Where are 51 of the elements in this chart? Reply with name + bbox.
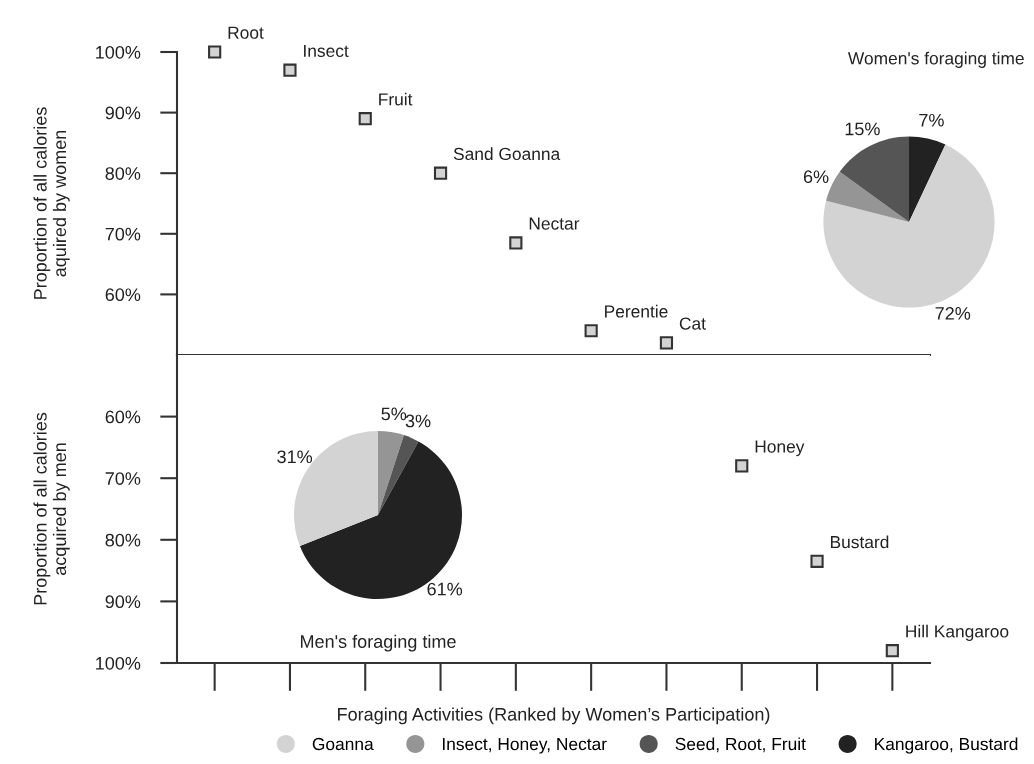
point — [810, 554, 824, 568]
y-tick-label: 100% — [96, 45, 141, 59]
data-label: 61% — [427, 582, 463, 596]
y-tick-label: 70% — [105, 227, 141, 241]
pie-slice — [378, 431, 404, 515]
data-label: 5% — [381, 407, 407, 421]
legend-label: Kangaroo, Bustard — [875, 737, 1018, 754]
pie-slice — [839, 136, 909, 222]
text: Men's foraging time — [300, 634, 456, 652]
data-label: 15% — [845, 122, 880, 136]
y-tick-label: 100% — [96, 656, 141, 670]
y-tick-label: 80% — [105, 167, 141, 180]
data-label: 3% — [405, 414, 431, 428]
point — [659, 336, 674, 350]
data-label: Sand Goanna — [453, 147, 561, 161]
data-label: 31% — [277, 450, 313, 464]
point — [283, 63, 297, 77]
data-label: 7% — [919, 113, 944, 127]
y-tick-label: 60% — [105, 410, 141, 424]
chart-title: Women's foraging time — [847, 51, 1024, 68]
data-label: 72% — [935, 307, 971, 320]
data-label: Root — [228, 26, 264, 39]
data-label: Cat — [679, 317, 706, 330]
data-label: Hill Kangaroo — [906, 624, 1009, 641]
point — [735, 459, 749, 473]
y-axis-title: Proportion of all calories acquired by men — [33, 412, 70, 605]
legend-label: Seed, Root, Fruit — [675, 737, 806, 753]
y-tick-label: 90% — [105, 595, 141, 609]
data-label: Perentie — [605, 304, 668, 318]
y-tick-label: 80% — [105, 533, 141, 547]
y-tick-label: 60% — [105, 288, 141, 302]
y-tick-label: 70% — [105, 472, 141, 485]
data-label: Nectar — [529, 217, 580, 230]
data-label: Bustard — [830, 535, 889, 549]
data-label: Insect — [304, 44, 349, 58]
data-label: Fruit — [379, 92, 413, 106]
point — [433, 166, 448, 180]
y-axis-title: Proportion of all calories aquired by women — [33, 107, 70, 299]
point — [509, 236, 523, 250]
data-label: Honey — [755, 440, 805, 457]
data-label: 6% — [803, 170, 829, 184]
pie-slice — [378, 435, 419, 515]
legend-label: Goanna — [312, 737, 374, 751]
legend-label: Insect, Honey, Nectar — [442, 738, 607, 754]
point — [358, 112, 372, 126]
y-tick-label: 90% — [105, 106, 141, 120]
pie-slice — [909, 136, 946, 222]
point — [584, 324, 598, 338]
x-axis-title: Foraging Activities (Ranked by Women’s Participation) — [338, 707, 770, 725]
point — [885, 644, 899, 658]
point — [208, 45, 222, 59]
